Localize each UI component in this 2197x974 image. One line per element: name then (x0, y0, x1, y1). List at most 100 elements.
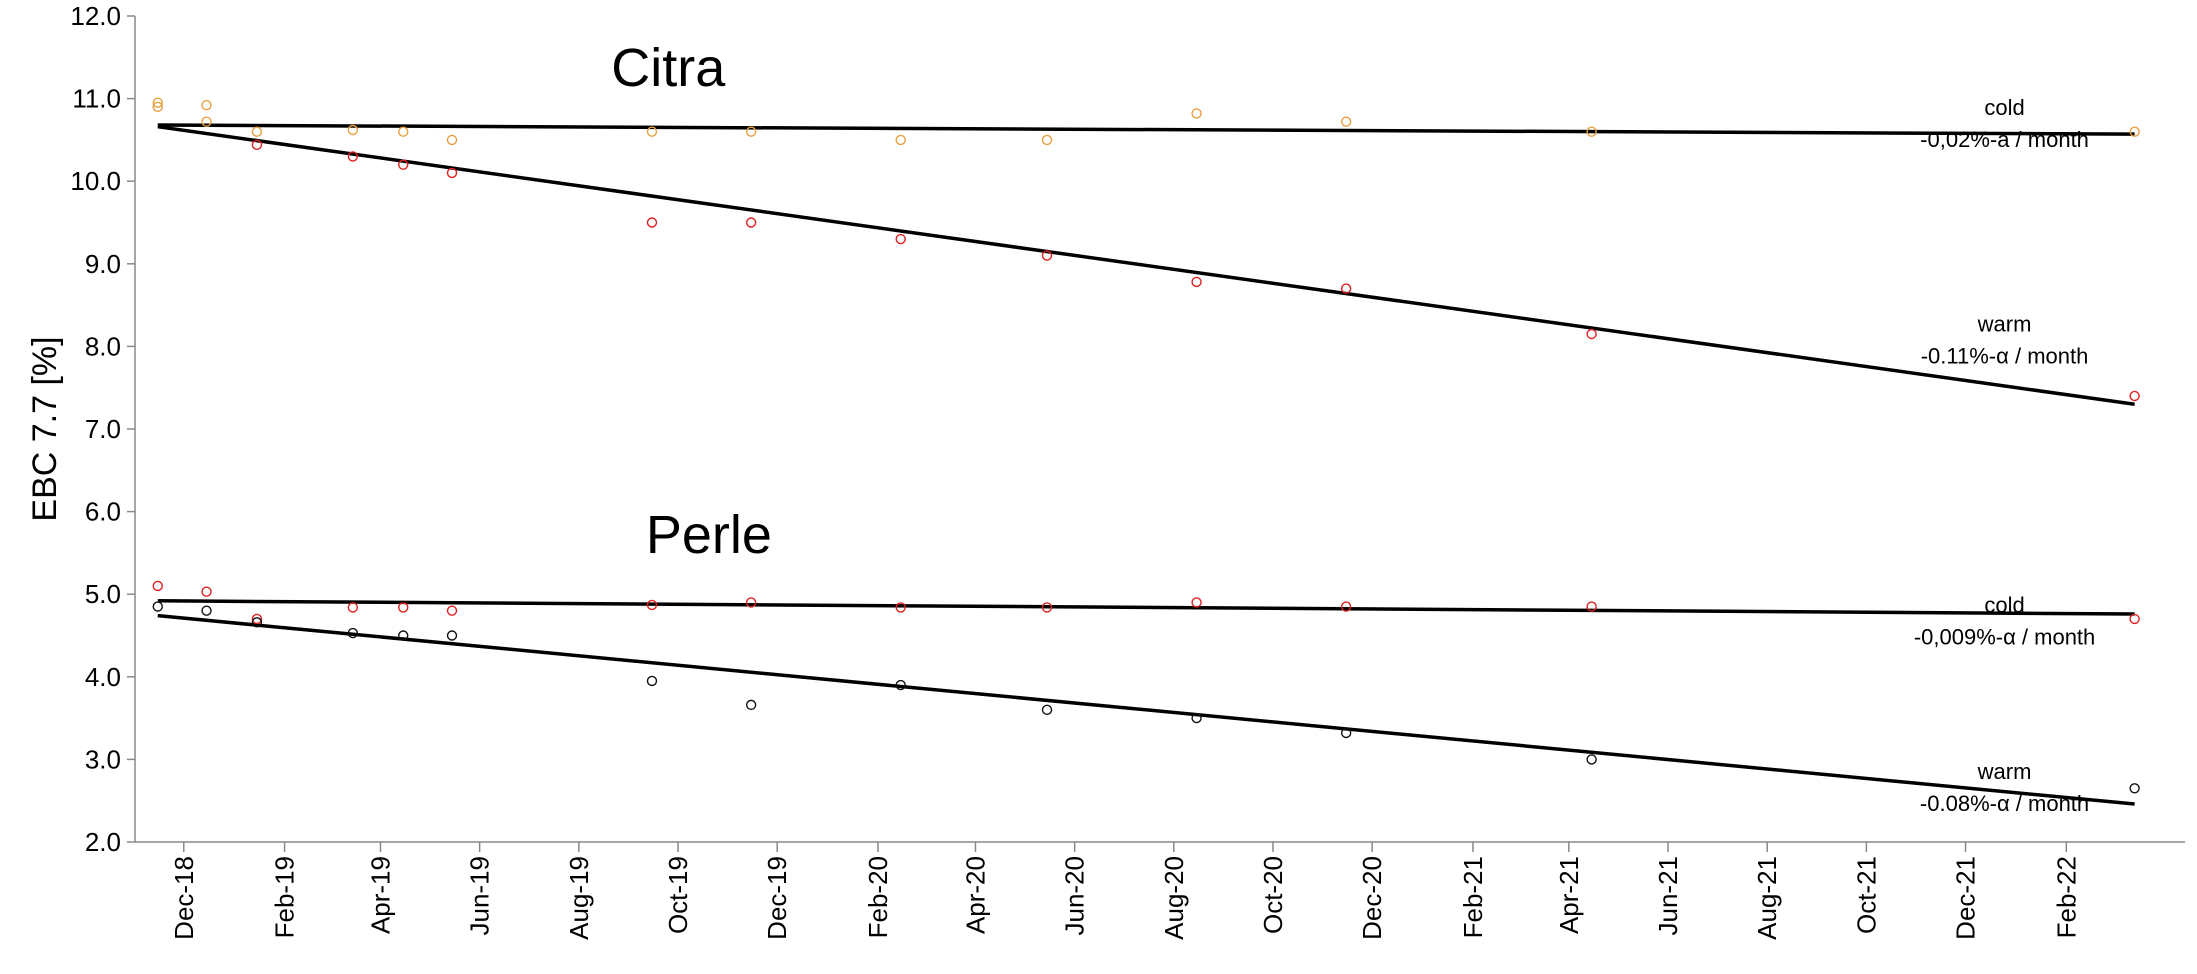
data-point (646, 126, 658, 137)
x-tick-label: Apr-19 (365, 856, 395, 934)
data-point (745, 699, 757, 711)
y-tick-label: 10.0 (70, 166, 121, 196)
x-tick-label: Aug-21 (1752, 856, 1782, 940)
x-tick-label: Dec-21 (1951, 856, 1981, 940)
data-point (347, 151, 359, 162)
data-point (446, 167, 458, 179)
data-point (1586, 601, 1597, 612)
data-point (398, 126, 409, 137)
y-tick-label: 6.0 (85, 497, 121, 527)
x-tick-label: Dec-18 (169, 856, 199, 940)
data-points (152, 97, 2140, 794)
data-point (347, 124, 359, 136)
trend-line (157, 613, 2135, 806)
data-point (2129, 126, 2140, 137)
annotation-line: -0,009%-α / month (1914, 624, 2095, 649)
data-point (398, 630, 409, 641)
data-point (446, 630, 458, 641)
x-tick-labels: Dec-18 Feb-19 Apr-19 Jun-19 Aug-19 Oct-19 Dec-… (169, 856, 2082, 940)
data-point (1191, 108, 1202, 119)
data-point (1191, 597, 1202, 608)
data-point (895, 134, 906, 146)
x-tick-label: Apr-21 (1554, 856, 1584, 934)
y-tick-label: 4.0 (85, 662, 121, 692)
data-point (152, 601, 163, 612)
axes (127, 15, 2185, 852)
y-tick-label: 5.0 (85, 579, 121, 609)
data-point (201, 100, 212, 111)
annotation-line: -0.08%-α / month (1920, 791, 2089, 816)
data-point (745, 217, 757, 228)
y-tick-label: 2.0 (85, 827, 121, 857)
data-point (251, 613, 263, 625)
y-tick-label: 3.0 (85, 744, 121, 774)
x-tick-label: Dec-19 (762, 856, 792, 940)
data-point (1340, 116, 1352, 127)
annotation-line: cold (1984, 592, 2024, 617)
data-point (347, 627, 359, 639)
annotation-line: warm (1977, 312, 2032, 337)
y-tick-label: 7.0 (85, 414, 121, 444)
data-point (1586, 328, 1597, 340)
data-point (1041, 704, 1053, 716)
x-tick-label: Feb-19 (270, 856, 300, 938)
data-point (1191, 276, 1202, 288)
data-point (895, 233, 906, 245)
data-point (347, 602, 359, 613)
data-point (1041, 602, 1053, 613)
y-tick-label: 11.0 (72, 84, 121, 114)
x-tick-label: Jun-21 (1653, 856, 1683, 936)
y-tick-label: 8.0 (85, 331, 121, 361)
x-tick-label: Aug-19 (564, 856, 594, 940)
data-point (1041, 134, 1053, 146)
data-point (201, 586, 212, 597)
data-point (1340, 283, 1352, 294)
data-point (745, 597, 757, 608)
group-title: Perle (646, 505, 772, 565)
data-point (1586, 126, 1597, 137)
annotation-line: -0,02%-a / month (1920, 127, 2089, 152)
data-point (251, 617, 263, 628)
data-point (895, 602, 906, 613)
data-point (251, 139, 263, 151)
data-point (152, 101, 163, 113)
data-point (646, 599, 658, 611)
annotation-line: warm (1977, 759, 2032, 784)
x-tick-label: Feb-21 (1458, 856, 1488, 938)
data-point (646, 217, 658, 228)
x-tick-label: Oct-20 (1258, 856, 1288, 934)
data-point (646, 675, 658, 687)
trend-lines (157, 123, 2135, 806)
data-point (1340, 727, 1352, 739)
data-point (895, 679, 906, 691)
data-point (2129, 783, 2140, 794)
data-point (446, 605, 458, 616)
data-point (152, 580, 163, 592)
y-tick-labels: 2.0 3.0 4.0 5.0 6.0 7.0 8.0 9.0 10.0 11.0 12.0 (70, 1, 121, 857)
annotation-line: cold (1984, 95, 2024, 120)
data-point (446, 134, 458, 146)
x-tick-label: Oct-21 (1851, 856, 1881, 934)
x-tick-label: Oct-19 (663, 856, 693, 934)
data-point (1340, 601, 1352, 612)
x-tick-label: Jun-19 (465, 856, 495, 936)
data-point (201, 116, 212, 127)
data-point (201, 605, 212, 616)
trend-line (157, 599, 2135, 616)
data-point (1586, 754, 1597, 765)
annotation-line: -0.11%-α / month (1921, 344, 2089, 369)
trend-line (157, 124, 2135, 406)
data-point (251, 126, 263, 137)
data-point (152, 97, 163, 108)
data-point (1041, 250, 1053, 261)
x-tick-label: Aug-20 (1159, 856, 1189, 940)
x-tick-label: Jun-20 (1060, 856, 1090, 936)
y-tick-label: 12.0 (70, 1, 121, 31)
x-tick-label: Feb-20 (863, 856, 893, 938)
data-point (398, 159, 409, 170)
data-point (745, 126, 757, 137)
x-tick-label: Dec-20 (1357, 856, 1387, 940)
x-tick-label: Feb-22 (2051, 856, 2081, 938)
